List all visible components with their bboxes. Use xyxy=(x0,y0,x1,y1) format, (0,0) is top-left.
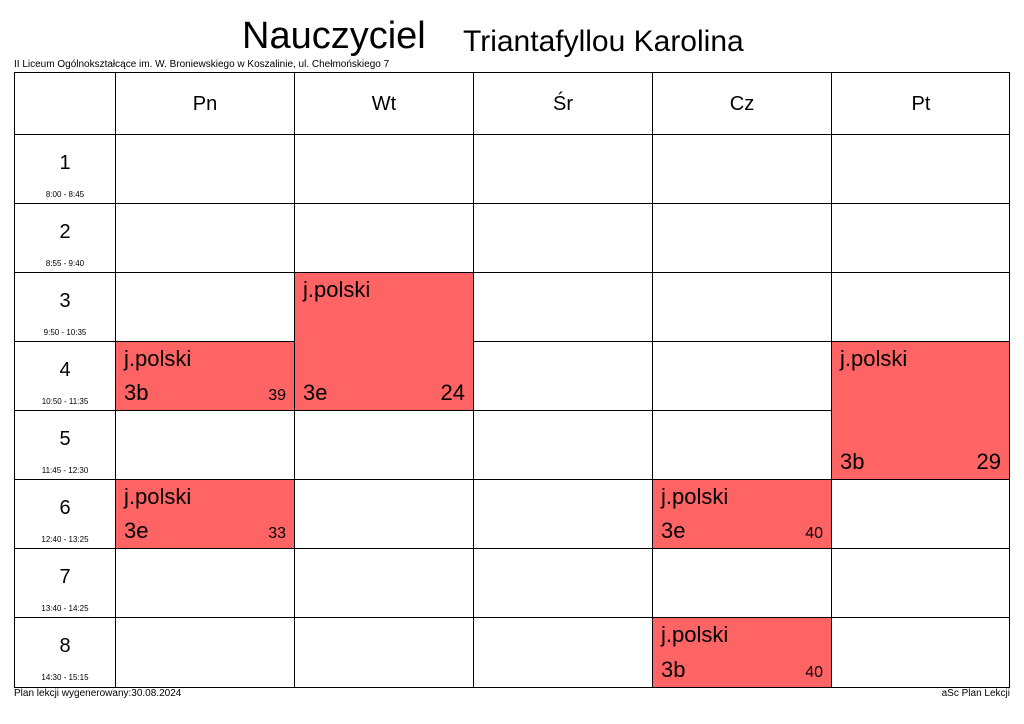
period-4: 4 10:50 - 11:35 xyxy=(15,342,115,411)
period-number: 6 xyxy=(59,497,71,519)
lesson-subject: j.polski xyxy=(661,484,729,509)
row-divider xyxy=(15,479,1009,480)
lesson-pn-6[interactable]: j.polski 3e 33 xyxy=(115,479,295,549)
row-divider xyxy=(15,203,1009,204)
period-number: 4 xyxy=(59,359,71,381)
lesson-class: 3e xyxy=(661,518,686,543)
lesson-room: 40 xyxy=(805,525,823,542)
row-divider xyxy=(15,617,1009,618)
lesson-subject: j.polski xyxy=(661,622,729,647)
lesson-room: 40 xyxy=(805,664,823,681)
period-number: 5 xyxy=(59,428,71,450)
period-6: 6 12:40 - 13:25 xyxy=(15,480,115,549)
lesson-subject: j.polski xyxy=(840,346,908,371)
period-3: 3 9:50 - 10:35 xyxy=(15,273,115,342)
lesson-subject: j.polski xyxy=(124,346,192,371)
row-divider xyxy=(15,410,1009,411)
teacher-name: Triantafyllou Karolina xyxy=(463,25,744,58)
lesson-class: 3b xyxy=(840,449,865,474)
lesson-cz-8[interactable]: j.polski 3b 40 xyxy=(652,617,832,688)
lesson-room: 39 xyxy=(268,387,286,404)
lesson-pn-4[interactable]: j.polski 3b 39 xyxy=(115,341,295,411)
page-title: Nauczyciel xyxy=(242,15,426,57)
period-2: 2 8:55 - 9:40 xyxy=(15,204,115,273)
lesson-wt-3-4[interactable]: j.polski 3e 24 xyxy=(294,272,474,411)
period-time: 9:50 - 10:35 xyxy=(43,328,87,337)
day-header-cz: Cz xyxy=(729,92,755,115)
lesson-class: 3e xyxy=(303,380,328,405)
period-number: 7 xyxy=(59,566,71,588)
period-8: 8 14:30 - 15:15 xyxy=(15,618,115,687)
row-divider xyxy=(15,272,1009,273)
period-time: 14:30 - 15:15 xyxy=(41,673,89,682)
period-number: 8 xyxy=(59,635,71,657)
lesson-room: 33 xyxy=(268,525,286,542)
row-divider xyxy=(15,548,1009,549)
generated-note: Plan lekcji wygenerowany:30.08.2024 xyxy=(14,688,182,699)
lesson-class: 3e xyxy=(124,518,149,543)
period-time: 12:40 - 13:25 xyxy=(41,535,89,544)
period-time: 8:55 - 9:40 xyxy=(45,259,85,268)
period-time: 11:45 - 12:30 xyxy=(41,466,89,475)
lesson-pt-4-5[interactable]: j.polski 3b 29 xyxy=(831,341,1010,480)
day-header-wt: Wt xyxy=(371,92,397,115)
period-time: 10:50 - 11:35 xyxy=(41,397,89,406)
day-header-sr: Śr xyxy=(553,92,573,115)
lesson-class: 3b xyxy=(124,380,149,405)
column-divider xyxy=(652,73,653,687)
lesson-room: 29 xyxy=(976,449,1001,474)
row-divider xyxy=(15,341,1009,342)
school-name: II Liceum Ogólnokształcące im. W. Bronie… xyxy=(14,59,390,70)
day-header-pn: Pn xyxy=(192,92,218,115)
header-divider xyxy=(15,134,1009,135)
period-number: 1 xyxy=(59,152,71,174)
period-time: 13:40 - 14:25 xyxy=(41,604,89,613)
day-header-pt: Pt xyxy=(911,92,931,115)
software-credit: aSc Plan Lekcji xyxy=(941,688,1010,699)
period-1: 1 8:00 - 8:45 xyxy=(15,135,115,204)
lesson-room: 24 xyxy=(440,380,465,405)
period-7: 7 13:40 - 14:25 xyxy=(15,549,115,618)
lesson-subject: j.polski xyxy=(124,484,192,509)
lesson-subject: j.polski xyxy=(303,277,371,302)
timetable-grid: Pn Wt Śr Cz Pt 1 8:00 - 8:45 2 8:55 - 9:… xyxy=(14,72,1010,688)
lesson-cz-6[interactable]: j.polski 3e 40 xyxy=(652,479,832,549)
period-number: 3 xyxy=(59,290,71,312)
period-time: 8:00 - 8:45 xyxy=(45,190,85,199)
period-5: 5 11:45 - 12:30 xyxy=(15,411,115,480)
lesson-class: 3b xyxy=(661,657,686,682)
period-number: 2 xyxy=(59,221,71,243)
